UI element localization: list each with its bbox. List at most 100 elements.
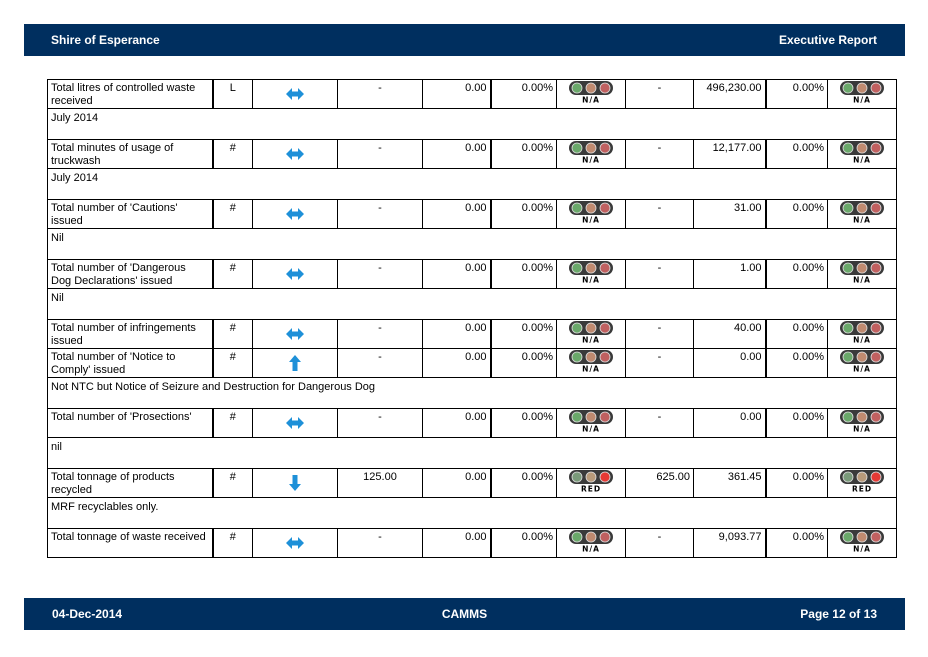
svg-text:N/A: N/A (582, 545, 600, 554)
measure-name: Total minutes of usage of truckwash (47, 139, 214, 169)
traffic-light-icon: N/A (840, 350, 884, 374)
status-ytd: N/A (827, 319, 897, 349)
status-period: N/A (556, 408, 626, 438)
traffic-light-icon: N/A (840, 410, 884, 434)
trend-cell (252, 199, 338, 229)
target-ytd: - (625, 408, 694, 438)
percent-period: 0.00% (490, 468, 557, 498)
traffic-light-icon: N/A (840, 530, 884, 554)
table-row: Total tonnage of products recycled #125.0… (47, 468, 897, 498)
svg-text:N/A: N/A (853, 545, 871, 554)
status-period: N/A (556, 319, 626, 349)
report-header: Shire of Esperance Executive Report (24, 24, 905, 56)
comment-text: nil (47, 437, 897, 469)
actual-ytd: 496,230.00 (693, 79, 767, 109)
unit-cell: # (212, 468, 253, 498)
actual-ytd: 0.00 (693, 348, 767, 378)
percent-ytd: 0.00% (765, 408, 828, 438)
actual-period: 0.00 (422, 468, 492, 498)
unit-cell: # (212, 348, 253, 378)
percent-period: 0.00% (490, 528, 557, 558)
target-period: - (337, 528, 423, 558)
target-period: - (337, 139, 423, 169)
unit-cell: # (212, 199, 253, 229)
table-row: Total number of 'Dangerous Dog Declarati… (47, 259, 897, 289)
percent-ytd: 0.00% (765, 348, 828, 378)
measure-name: Total number of 'Cautions' issued (47, 199, 214, 229)
vendor-name: CAMMS (441, 607, 488, 621)
status-ytd: N/A (827, 528, 897, 558)
left-right-arrow-icon (286, 537, 304, 549)
traffic-light-icon: N/A (569, 81, 613, 105)
target-ytd: - (625, 259, 694, 289)
status-period: N/A (556, 79, 626, 109)
table-row: Total number of 'Notice to Comply' issue… (47, 348, 897, 378)
percent-ytd: 0.00% (765, 528, 828, 558)
down-arrow-icon (289, 475, 301, 491)
unit-cell: # (212, 528, 253, 558)
trend-cell (252, 319, 338, 349)
target-period: - (337, 348, 423, 378)
left-right-arrow-icon (286, 268, 304, 280)
table-row: Total number of 'Prosections' # -0.00 0.00%… (47, 408, 897, 438)
comment-row: Not NTC but Notice of Seizure and Destru… (47, 377, 897, 409)
svg-text:N/A: N/A (582, 96, 600, 105)
measure-name: Total number of 'Notice to Comply' issue… (47, 348, 214, 378)
svg-text:N/A: N/A (853, 96, 871, 105)
target-period: - (337, 408, 423, 438)
traffic-light-icon: RED (569, 470, 613, 493)
traffic-light-icon: N/A (569, 350, 613, 374)
comment-text: MRF recyclables only. (47, 497, 897, 529)
unit-cell: # (212, 139, 253, 169)
svg-text:N/A: N/A (582, 365, 600, 374)
unit-cell: # (212, 319, 253, 349)
svg-text:N/A: N/A (582, 276, 600, 285)
traffic-light-icon: N/A (840, 81, 884, 105)
target-ytd: - (625, 139, 694, 169)
svg-text:N/A: N/A (853, 216, 871, 225)
status-ytd: N/A (827, 259, 897, 289)
percent-period: 0.00% (490, 259, 557, 289)
svg-text:N/A: N/A (853, 336, 871, 345)
actual-ytd: 361.45 (693, 468, 767, 498)
status-ytd: N/A (827, 348, 897, 378)
percent-ytd: 0.00% (765, 79, 828, 109)
measure-name: Total number of 'Dangerous Dog Declarati… (47, 259, 214, 289)
traffic-light-icon: N/A (569, 201, 613, 225)
actual-ytd: 12,177.00 (693, 139, 767, 169)
table-row: Total minutes of usage of truckwash # -0.0… (47, 139, 897, 169)
status-period: N/A (556, 348, 626, 378)
report-type: Executive Report (778, 33, 877, 47)
actual-ytd: 40.00 (693, 319, 767, 349)
table-row: Total number of 'Cautions' issued # -0.00 0… (47, 199, 897, 229)
target-period: - (337, 199, 423, 229)
report-date: 04-Dec-2014 (52, 607, 123, 621)
svg-text:N/A: N/A (853, 425, 871, 434)
organisation-name: Shire of Esperance (51, 33, 160, 47)
target-ytd: 625.00 (625, 468, 694, 498)
table-row: Total number of infringements issued # -0.… (47, 319, 897, 349)
comment-row: July 2014 (47, 168, 897, 200)
percent-period: 0.00% (490, 408, 557, 438)
status-period: N/A (556, 259, 626, 289)
actual-period: 0.00 (422, 79, 492, 109)
trend-cell (252, 79, 338, 109)
kpi-table: Total litres of controlled waste receive… (47, 79, 897, 558)
measure-name: Total tonnage of waste received (47, 528, 214, 558)
actual-period: 0.00 (422, 528, 492, 558)
up-arrow-icon (289, 355, 301, 371)
svg-text:N/A: N/A (582, 216, 600, 225)
unit-cell: # (212, 408, 253, 438)
svg-text:N/A: N/A (853, 365, 871, 374)
status-ytd: N/A (827, 408, 897, 438)
traffic-light-icon: N/A (569, 410, 613, 433)
unit-cell: L (212, 79, 253, 109)
actual-period: 0.00 (422, 259, 492, 289)
traffic-light-icon: N/A (569, 530, 613, 554)
trend-cell (252, 259, 338, 289)
traffic-light-icon: N/A (840, 261, 884, 284)
comment-row: Nil (47, 228, 897, 260)
percent-period: 0.00% (490, 348, 557, 378)
traffic-light-icon: RED (840, 470, 884, 493)
left-right-arrow-icon (286, 88, 304, 100)
